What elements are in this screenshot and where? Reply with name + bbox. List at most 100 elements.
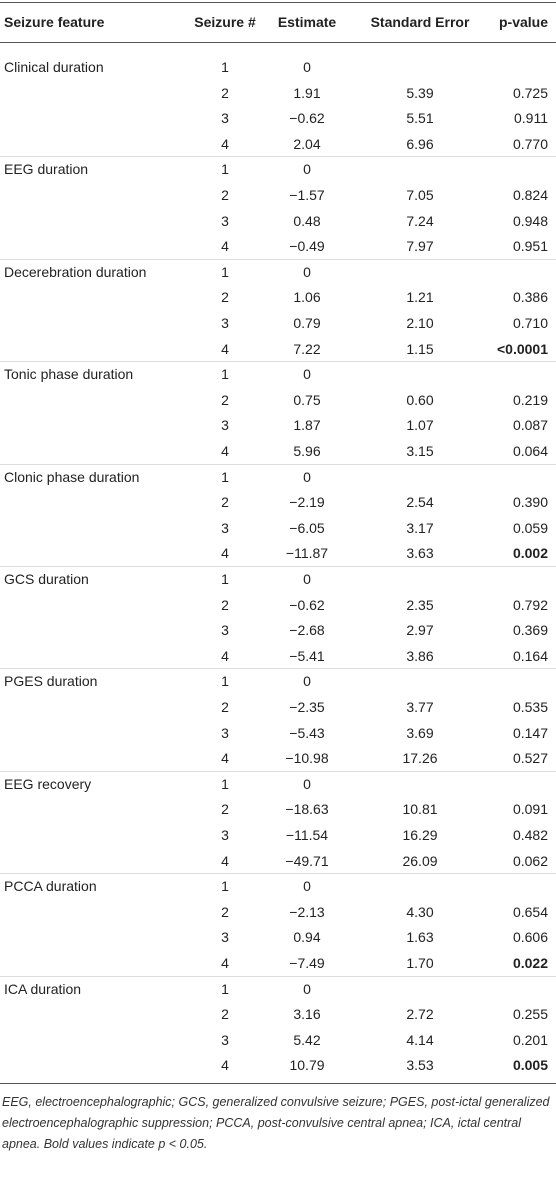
se-cell: 10.81 bbox=[402, 801, 438, 818]
estimate-cell: 10.79 bbox=[289, 1057, 325, 1074]
estimate-cell: −11.87 bbox=[285, 545, 329, 562]
p-cell: 0.002 bbox=[512, 545, 548, 562]
se-cell: 2.35 bbox=[406, 596, 434, 613]
se-cell: 1.63 bbox=[406, 929, 434, 946]
estimate-cell: −6.05 bbox=[289, 519, 325, 536]
bottom-rule bbox=[0, 1083, 556, 1084]
feature-label: EEG duration bbox=[4, 161, 89, 178]
seizure-cell: 4 bbox=[221, 955, 229, 971]
estimate-cell: −2.68 bbox=[289, 622, 325, 639]
estimate-cell: 0 bbox=[303, 366, 311, 383]
seizure-cell: 1 bbox=[221, 161, 229, 178]
se-cell: 17.26 bbox=[402, 750, 438, 767]
feature-label: ICA duration bbox=[4, 980, 82, 997]
column-header: p-value bbox=[498, 14, 548, 30]
p-cell: 0.535 bbox=[512, 699, 548, 715]
p-cell: 0.725 bbox=[512, 84, 548, 101]
se-cell: 3.53 bbox=[406, 1057, 434, 1074]
estimate-cell: 0 bbox=[303, 775, 311, 792]
feature-label: Tonic phase duration bbox=[4, 366, 134, 383]
estimate-cell: 5.42 bbox=[293, 1031, 321, 1048]
seizure-cell: 4 bbox=[221, 545, 229, 562]
estimate-cell: 0.94 bbox=[293, 929, 321, 946]
feature-label: GCS duration bbox=[4, 571, 89, 587]
seizure-cell: 4 bbox=[221, 340, 229, 357]
p-cell: 0.201 bbox=[512, 1031, 548, 1048]
estimate-cell: 0.75 bbox=[293, 391, 321, 408]
se-cell: 5.39 bbox=[406, 84, 434, 101]
seizure-cell: 4 bbox=[221, 647, 229, 664]
seizure-cell: 1 bbox=[221, 59, 229, 75]
seizure-cell: 4 bbox=[221, 852, 229, 869]
p-cell: <0.0001 bbox=[497, 340, 548, 357]
p-cell: 0.770 bbox=[512, 135, 548, 152]
se-cell: 7.05 bbox=[406, 187, 434, 203]
group-divider bbox=[0, 463, 556, 465]
column-header: Seizure feature bbox=[4, 14, 105, 30]
seizure-cell: 1 bbox=[221, 673, 229, 690]
p-cell: 0.369 bbox=[512, 622, 548, 639]
se-cell: 5.51 bbox=[406, 110, 434, 127]
se-cell: 2.54 bbox=[406, 494, 434, 511]
header-rule bbox=[0, 42, 556, 43]
estimate-cell: −1.57 bbox=[289, 187, 325, 203]
estimate-cell: −0.62 bbox=[289, 110, 325, 127]
estimate-cell: 0 bbox=[303, 468, 311, 485]
seizure-cell: 4 bbox=[221, 135, 229, 152]
group-divider bbox=[0, 668, 556, 670]
p-cell: 0.219 bbox=[512, 391, 548, 408]
p-cell: 0.022 bbox=[512, 955, 548, 971]
seizure-cell: 4 bbox=[221, 750, 229, 767]
se-cell: 3.86 bbox=[406, 647, 434, 664]
seizure-cell: 2 bbox=[221, 699, 229, 715]
seizure-cell: 4 bbox=[221, 443, 229, 459]
seizure-cell: 3 bbox=[221, 827, 229, 843]
feature-label: PCCA duration bbox=[4, 878, 97, 895]
group-divider bbox=[0, 770, 556, 772]
p-cell: 0.390 bbox=[512, 494, 548, 511]
seizure-cell: 3 bbox=[221, 212, 229, 229]
p-cell: 0.654 bbox=[512, 903, 548, 920]
p-cell: 0.824 bbox=[512, 187, 548, 203]
seizure-cell: 3 bbox=[221, 1031, 229, 1048]
estimate-cell: 0.79 bbox=[293, 315, 321, 331]
estimate-cell: 0 bbox=[303, 878, 311, 895]
se-cell: 0.60 bbox=[406, 391, 434, 408]
seizure-cell: 1 bbox=[221, 775, 229, 792]
p-cell: 0.062 bbox=[512, 852, 548, 869]
group-divider bbox=[0, 566, 556, 567]
estimate-cell: 0 bbox=[303, 161, 311, 178]
feature-label: PGES duration bbox=[4, 673, 98, 690]
estimate-cell: −2.35 bbox=[289, 699, 325, 715]
feature-label: Decerebration duration bbox=[4, 263, 147, 280]
p-cell: 0.147 bbox=[512, 724, 548, 741]
se-cell: 1.21 bbox=[406, 289, 434, 306]
seizure-cell: 3 bbox=[221, 622, 229, 639]
seizure-cell: 3 bbox=[221, 724, 229, 741]
estimate-cell: −0.49 bbox=[289, 238, 325, 255]
p-cell: 0.482 bbox=[512, 827, 548, 843]
seizure-cell: 2 bbox=[221, 391, 229, 408]
column-header: Seizure # bbox=[194, 14, 256, 30]
se-cell: 1.70 bbox=[406, 955, 434, 971]
estimate-cell: 0 bbox=[303, 673, 311, 690]
p-cell: 0.710 bbox=[512, 315, 548, 331]
seizure-cell: 4 bbox=[221, 1057, 229, 1074]
se-cell: 16.29 bbox=[402, 827, 438, 843]
p-cell: 0.087 bbox=[512, 417, 548, 434]
seizure-cell: 2 bbox=[221, 1006, 229, 1023]
estimate-cell: 5.96 bbox=[293, 443, 321, 459]
se-cell: 7.24 bbox=[406, 212, 434, 229]
group-divider bbox=[0, 975, 556, 977]
estimate-cell: 1.91 bbox=[293, 84, 321, 101]
column-header: Estimate bbox=[277, 14, 337, 30]
feature-label: Clonic phase duration bbox=[4, 468, 140, 485]
p-cell: 0.606 bbox=[512, 929, 548, 946]
estimate-cell: −2.13 bbox=[289, 903, 325, 920]
estimate-cell: 1.06 bbox=[293, 289, 321, 306]
group-divider bbox=[0, 873, 556, 875]
seizure-cell: 2 bbox=[221, 801, 229, 818]
estimate-cell: 2.04 bbox=[293, 135, 321, 152]
se-cell: 1.07 bbox=[406, 417, 434, 434]
